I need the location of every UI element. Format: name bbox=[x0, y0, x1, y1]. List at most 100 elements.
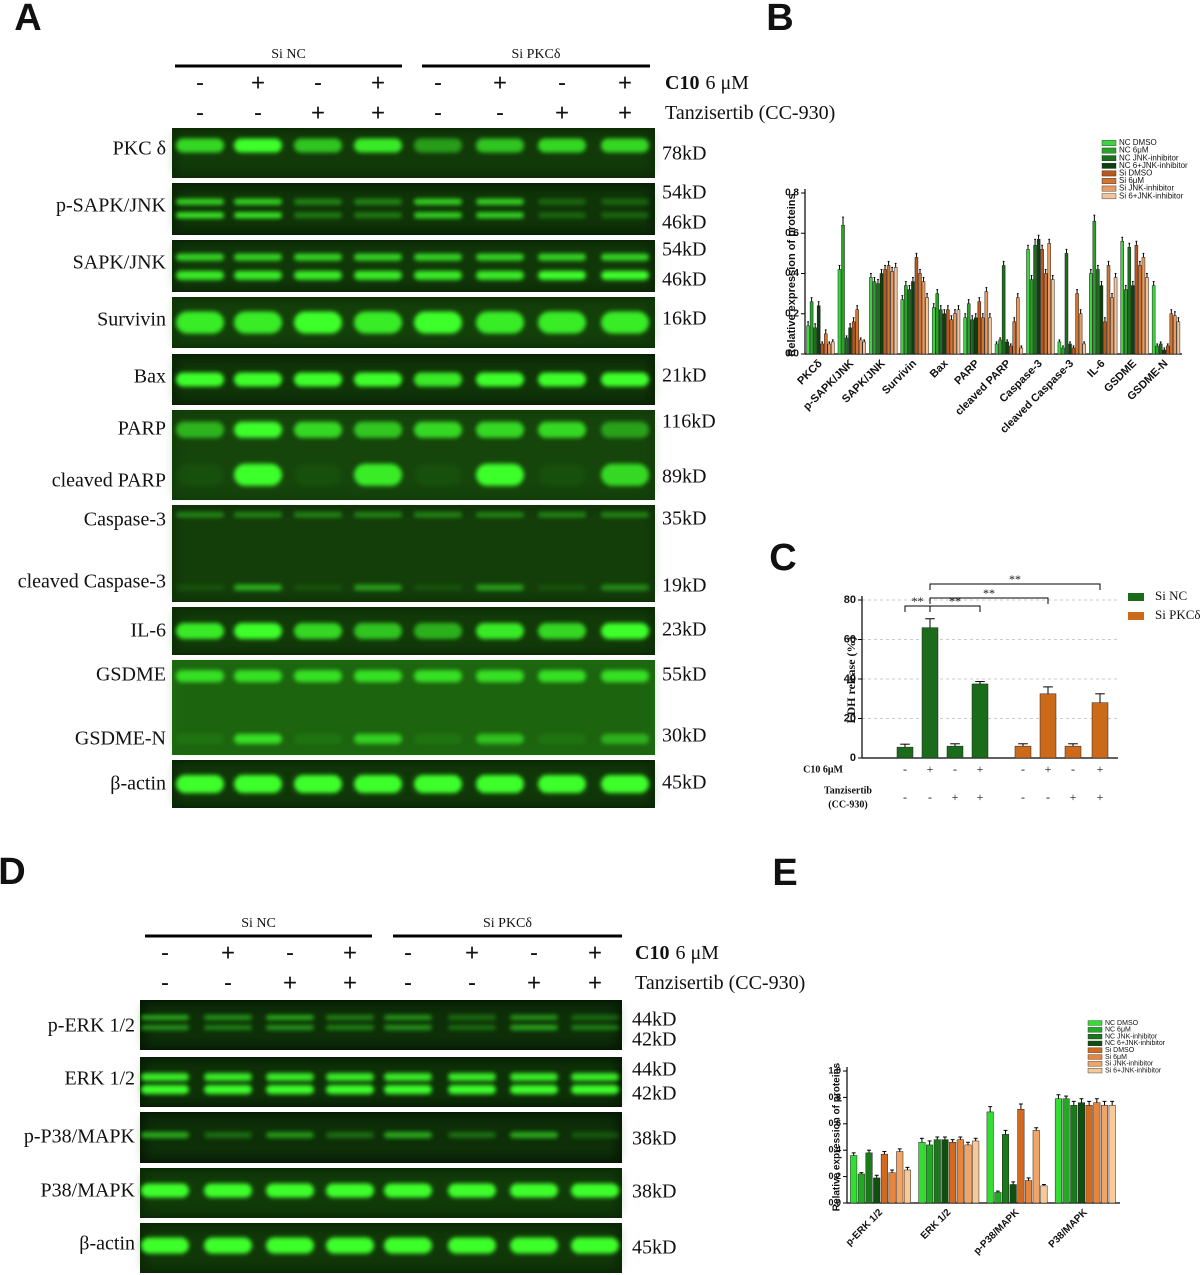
band bbox=[476, 421, 524, 438]
legend-swatch bbox=[1087, 1027, 1103, 1033]
size-label: 42kD bbox=[632, 1083, 676, 1105]
bar bbox=[1002, 1134, 1010, 1204]
legend-label: Si 6+JNK-inhibitor bbox=[1119, 191, 1184, 200]
band bbox=[354, 775, 402, 793]
band bbox=[601, 253, 649, 261]
band bbox=[176, 463, 224, 486]
blot-strip bbox=[172, 297, 655, 348]
bar bbox=[1158, 343, 1163, 355]
band bbox=[601, 512, 649, 518]
condition-name: Tanzisertib (CC-930) bbox=[665, 102, 835, 124]
protein-label: β-actin bbox=[110, 773, 166, 795]
band bbox=[234, 212, 282, 219]
treatment-sign: - bbox=[434, 69, 442, 96]
band bbox=[266, 1237, 314, 1254]
band bbox=[476, 463, 524, 486]
band bbox=[354, 421, 402, 438]
blot-strip bbox=[172, 410, 655, 500]
band bbox=[176, 623, 224, 639]
legend-label: NC 6+JNK-inhibitor bbox=[1119, 161, 1188, 170]
protein-label: Survivin bbox=[97, 309, 166, 331]
bar bbox=[1176, 321, 1181, 355]
bar bbox=[1033, 245, 1037, 355]
bar bbox=[1070, 1105, 1078, 1204]
protein-label: p-P38/MAPK bbox=[24, 1126, 136, 1148]
panel-label: B bbox=[766, 0, 793, 39]
treatment-sign: + bbox=[555, 99, 569, 126]
y-tick-label: 0.8 bbox=[828, 1092, 841, 1102]
bar bbox=[1091, 702, 1109, 759]
protein-label: Caspase-3 bbox=[84, 509, 166, 531]
band bbox=[476, 311, 524, 334]
bar bbox=[970, 319, 974, 355]
bar bbox=[858, 339, 863, 355]
condition-label: Tanzisertib (CC-930) bbox=[635, 972, 805, 994]
size-label: 21kD bbox=[662, 365, 706, 387]
bar bbox=[844, 337, 849, 355]
treatment-sign: + bbox=[493, 69, 507, 96]
band bbox=[266, 1085, 314, 1094]
band bbox=[294, 775, 342, 793]
band bbox=[204, 1073, 252, 1081]
legend-label: NC 6μM bbox=[1105, 1027, 1131, 1034]
protein-label: IL-6 bbox=[130, 620, 166, 642]
band bbox=[354, 733, 402, 744]
bar bbox=[956, 309, 961, 355]
treatment-sign: + bbox=[952, 790, 959, 804]
significance-label: ** bbox=[1009, 572, 1021, 586]
bar bbox=[1151, 285, 1156, 355]
band bbox=[141, 1073, 189, 1081]
size-label: 46kD bbox=[662, 269, 706, 291]
bar bbox=[935, 293, 940, 355]
band bbox=[204, 1237, 252, 1254]
treatment-sign: - bbox=[196, 69, 204, 96]
condition-label: C10 6 μM bbox=[635, 942, 719, 964]
blot-haze bbox=[144, 1061, 618, 1103]
band bbox=[601, 775, 649, 793]
bar bbox=[963, 317, 967, 355]
size-label: 46kD bbox=[662, 212, 706, 234]
bar bbox=[1077, 1102, 1085, 1204]
treatment-sign: + bbox=[1097, 790, 1104, 804]
treatment-sign: - bbox=[903, 790, 907, 804]
condition-label: C10 6 μM bbox=[665, 72, 749, 94]
y-axis-label: Relative expression of proteins bbox=[832, 1062, 843, 1211]
bar bbox=[1026, 249, 1030, 355]
bar bbox=[994, 343, 999, 355]
band bbox=[601, 372, 649, 387]
band bbox=[326, 1025, 374, 1030]
band bbox=[234, 138, 282, 153]
y-axis-label: Relative expression of proteins bbox=[786, 193, 798, 356]
bar bbox=[1108, 1105, 1116, 1204]
treatment-sign: - bbox=[161, 969, 169, 996]
band bbox=[384, 1015, 432, 1020]
band bbox=[176, 311, 224, 334]
band bbox=[354, 270, 402, 280]
band bbox=[141, 1015, 189, 1020]
x-tick-label: p-ERK 1/2 bbox=[844, 1207, 885, 1248]
condition-label: Tanzisertib (CC-930) bbox=[665, 102, 835, 124]
bar bbox=[827, 343, 832, 355]
y-tick-label: 0.4 bbox=[828, 1145, 841, 1155]
band bbox=[204, 1015, 252, 1020]
treatment-sign: - bbox=[530, 939, 538, 966]
legend-label: Si 6+JNK-inhibitor bbox=[1105, 1067, 1162, 1074]
bar bbox=[988, 317, 992, 355]
bar bbox=[981, 317, 985, 355]
band bbox=[414, 198, 462, 205]
x-tick-label: P38/MAPK bbox=[1047, 1207, 1091, 1251]
legend-label: Si JNK-inhibitor bbox=[1105, 1061, 1154, 1068]
band bbox=[538, 670, 586, 683]
protein-label: GSDME-N bbox=[75, 728, 166, 750]
legend-swatch bbox=[1101, 185, 1117, 192]
band bbox=[326, 1183, 374, 1198]
bar bbox=[1141, 257, 1146, 355]
y-tick-label: 0 bbox=[850, 752, 856, 764]
y-tick-label: 80 bbox=[844, 594, 856, 606]
blot-strip bbox=[172, 660, 655, 755]
blot-strip bbox=[140, 1057, 622, 1107]
size-label: 38kD bbox=[632, 1181, 676, 1203]
treatment-sign: - bbox=[953, 762, 957, 776]
